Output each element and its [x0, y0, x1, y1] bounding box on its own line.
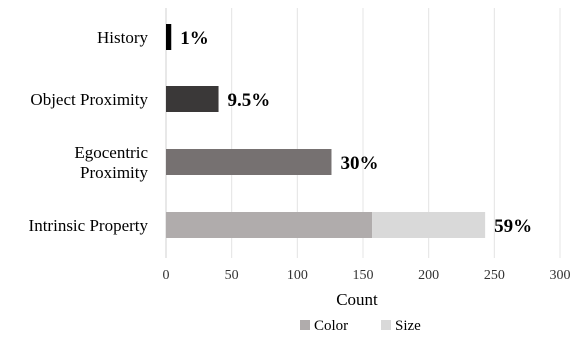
- category-label: Intrinsic Property: [29, 216, 149, 235]
- legend: Color Size: [300, 318, 421, 334]
- x-tick-label: 50: [225, 268, 239, 283]
- gridlines: [165, 8, 561, 258]
- x-tick-label: 250: [484, 268, 505, 283]
- bars: [166, 24, 486, 238]
- percent-label: 59%: [494, 216, 532, 237]
- bar-color: [166, 149, 332, 175]
- category-label: Proximity: [80, 163, 149, 182]
- percent-label: 30%: [340, 153, 378, 174]
- legend-label-color: Color: [314, 318, 348, 334]
- bar-color: [166, 24, 172, 50]
- category-labels: History Object Proximity EgocentricProximi…: [29, 28, 149, 235]
- percent-label: 1%: [180, 28, 209, 49]
- legend-swatch-size: [381, 320, 391, 330]
- bar-size: [372, 212, 486, 238]
- percent-labels: 1% 9.5% 30% 59%: [180, 28, 532, 237]
- category-label: History: [97, 28, 149, 47]
- x-tick-labels: 0 50 100 150 200 250 300: [163, 268, 571, 283]
- x-tick-label: 0: [163, 268, 170, 283]
- x-axis-title: Count: [336, 290, 378, 309]
- category-label: Object Proximity: [30, 90, 148, 109]
- x-tick-label: 150: [353, 268, 374, 283]
- category-label: Egocentric: [74, 143, 148, 162]
- x-tick-label: 300: [550, 268, 571, 283]
- percent-label: 9.5%: [228, 90, 271, 111]
- x-tick-label: 100: [287, 268, 308, 283]
- x-tick-label: 200: [418, 268, 439, 283]
- bar-color: [166, 212, 373, 238]
- legend-label-size: Size: [395, 318, 421, 334]
- bar-color: [166, 86, 219, 112]
- legend-swatch-color: [300, 320, 310, 330]
